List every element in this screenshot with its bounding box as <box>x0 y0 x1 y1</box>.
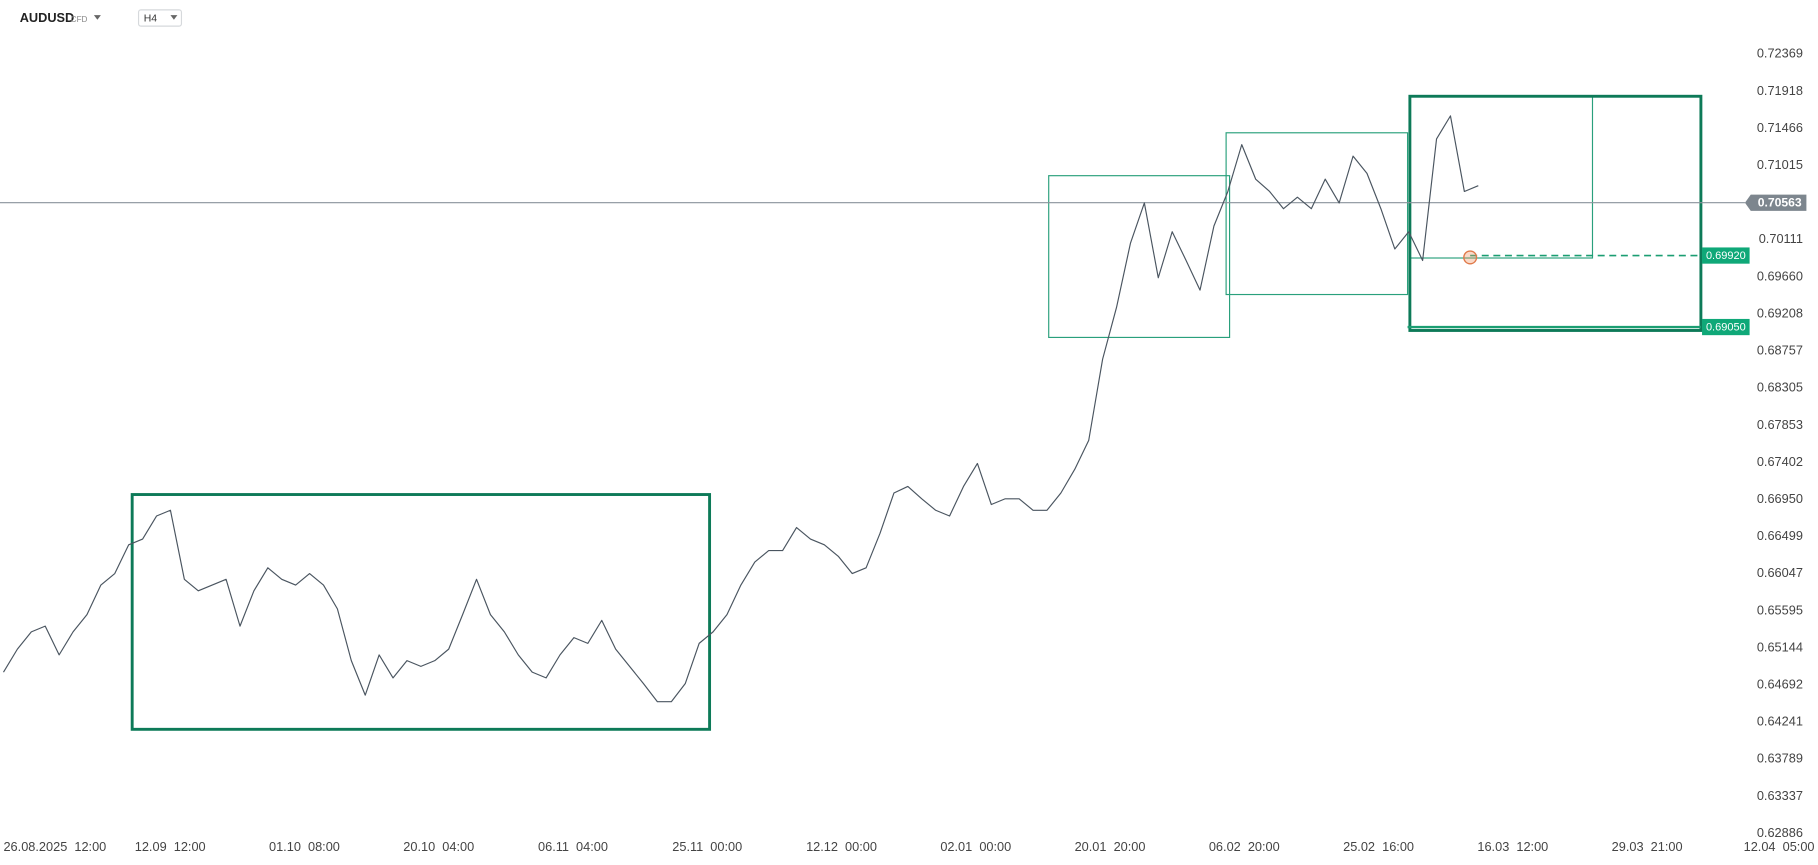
x-tick-label: 20.10 04:00 <box>403 839 474 854</box>
level-label-box <box>1702 247 1750 264</box>
y-tick-label: 0.71918 <box>1757 83 1803 98</box>
x-tick-label: 16.03 12:00 <box>1477 839 1548 854</box>
x-tick-label: 02.01 00:00 <box>940 839 1011 854</box>
price-line <box>2 115 1479 703</box>
entry-marker[interactable] <box>1463 250 1478 265</box>
y-tick-label: 0.69208 <box>1757 305 1803 320</box>
y-tick-label: 0.64692 <box>1757 676 1803 691</box>
y-tick-label: 0.65595 <box>1757 602 1803 617</box>
range-box[interactable] <box>1409 96 1594 259</box>
y-tick-label: 0.64241 <box>1757 714 1803 729</box>
x-tick-label: 12.09 12:00 <box>135 839 206 854</box>
y-tick-label: 0.63789 <box>1757 751 1803 766</box>
y-tick-label: 0.72369 <box>1757 46 1803 61</box>
y-tick-label: 0.68757 <box>1757 342 1803 357</box>
x-tick-label: 12.12 00:00 <box>806 839 877 854</box>
current-price-tag <box>1744 194 1807 211</box>
current-price-label: 0.70563 <box>1758 196 1802 210</box>
instrument-type: CFD <box>71 15 88 24</box>
symbol[interactable]: AUDUSD <box>20 10 75 25</box>
x-tick-label: 12.04 05:00 <box>1744 839 1815 854</box>
symbol-dropdown[interactable] <box>93 15 101 20</box>
y-tick-label: 0.66499 <box>1757 528 1803 543</box>
range-box[interactable] <box>130 493 712 731</box>
range-box[interactable] <box>1408 94 1703 332</box>
y-tick-label: 0.66047 <box>1757 565 1803 580</box>
timeframe-dropdown[interactable] <box>170 15 178 20</box>
x-tick-label: 06.02 20:00 <box>1209 839 1280 854</box>
y-tick-label: 0.71015 <box>1757 157 1803 172</box>
y-tick-label: 0.67402 <box>1757 454 1803 469</box>
level-label: 0.69920 <box>1706 250 1746 262</box>
level-label-box <box>1702 318 1750 336</box>
x-tick-label: 01.10 08:00 <box>269 839 340 854</box>
y-tick-label: 0.70111 <box>1759 231 1803 246</box>
y-tick-label: 0.65144 <box>1757 639 1803 654</box>
timeframe[interactable]: H4 <box>144 13 158 24</box>
y-tick-label: 0.69660 <box>1757 268 1803 283</box>
y-tick-label: 0.63337 <box>1757 788 1803 803</box>
y-tick-label: 0.68305 <box>1757 380 1803 395</box>
x-tick-label: 25.11 00:00 <box>672 839 742 854</box>
x-tick-label: 25.02 16:00 <box>1343 839 1414 854</box>
y-tick-label: 0.71466 <box>1757 120 1803 135</box>
x-tick-label: 20.01 20:00 <box>1075 839 1146 854</box>
range-box[interactable] <box>1048 175 1231 339</box>
level-label: 0.69050 <box>1706 322 1746 334</box>
y-tick-label: 0.62886 <box>1757 825 1803 840</box>
x-tick-label: 06.11 04:00 <box>538 839 608 854</box>
x-tick-label: 26.08.2025 12:00 <box>3 839 106 854</box>
y-tick-label: 0.67853 <box>1757 417 1803 432</box>
x-tick-label: 29.03 21:00 <box>1612 839 1683 854</box>
y-tick-label: 0.66950 <box>1757 491 1803 506</box>
timeframe-box[interactable] <box>137 9 183 27</box>
plot <box>0 115 1745 703</box>
range-box[interactable] <box>1225 132 1409 296</box>
